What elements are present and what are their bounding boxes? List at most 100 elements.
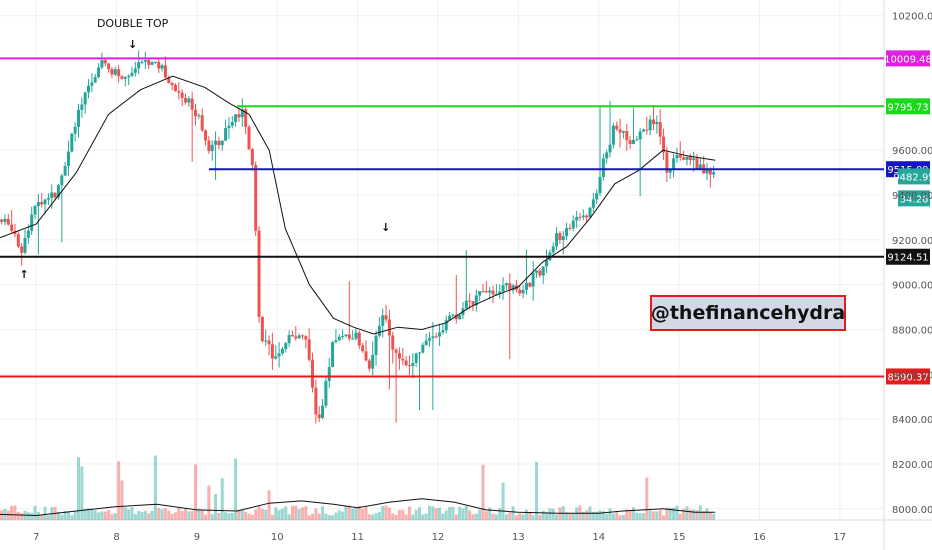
volume-bar [444, 510, 448, 520]
candle-body [361, 345, 365, 352]
x-tick-label: 8 [113, 532, 119, 543]
candle-body [334, 340, 338, 343]
candle-body [628, 140, 632, 145]
x-tick-label: 17 [833, 532, 846, 543]
volume-bar [501, 482, 505, 520]
candle-body [431, 336, 435, 339]
volume-bar [404, 514, 408, 520]
volume-bar [645, 477, 649, 520]
candle-body [204, 130, 208, 141]
volume-bar [140, 511, 144, 520]
volume-bar [428, 505, 432, 520]
candle-body [565, 228, 569, 237]
level-badge [886, 50, 930, 67]
volume-bar [197, 508, 201, 520]
volume-bar [80, 466, 84, 520]
volume-bar [314, 508, 318, 520]
volume-bar [204, 514, 208, 520]
volume-bar [247, 513, 251, 520]
candle-body [83, 92, 87, 105]
candle-body [434, 336, 438, 338]
volume-bar [157, 507, 161, 520]
candle-body [60, 175, 64, 186]
volume-bar [441, 513, 445, 520]
volume-bar [545, 512, 549, 520]
candle-body [314, 387, 318, 415]
candle-body [641, 129, 645, 132]
candle-body [177, 91, 181, 93]
volume-bar [578, 505, 582, 520]
volume-bar [274, 507, 278, 520]
volume-bar [461, 508, 465, 520]
candle-body [672, 158, 676, 170]
candle-body [545, 260, 549, 267]
volume-bar [434, 508, 438, 520]
volume-bar [351, 508, 355, 520]
candle-body [551, 246, 555, 253]
candle-body [270, 344, 274, 359]
candle-body [438, 332, 442, 337]
volume-bar [341, 511, 345, 520]
candle-body [521, 289, 525, 294]
volume-bar [300, 507, 304, 520]
candle-body [130, 72, 134, 76]
candle-body [665, 152, 669, 173]
volume-bar [381, 506, 385, 520]
candle-body [87, 85, 91, 93]
candle-body [16, 234, 20, 247]
candle-body [153, 61, 157, 63]
candle-body [137, 62, 141, 69]
candle-body [688, 156, 692, 161]
volume-bar [688, 509, 692, 520]
candle-body [344, 334, 348, 337]
candle-body [585, 215, 589, 218]
candle-body [70, 133, 74, 152]
volume-bar [615, 512, 619, 520]
price-badge [898, 190, 930, 207]
candle-body [367, 360, 371, 369]
volume-bar [625, 509, 629, 520]
candle-body [240, 109, 244, 118]
y-tick-label: 8800.00 [892, 325, 932, 336]
candle-body [0, 219, 4, 222]
candle-body [591, 199, 595, 208]
candle-body [618, 129, 622, 133]
candle-body [621, 130, 625, 133]
candle-body [541, 266, 545, 276]
volume-bar [290, 505, 294, 520]
candle-body [571, 220, 575, 229]
arrow-down-icon: ↓ [381, 221, 390, 234]
candle-body [371, 354, 375, 369]
volume-bar [40, 515, 44, 520]
volume-bar [484, 511, 488, 520]
candle-body [294, 336, 298, 339]
volume-bar [387, 507, 391, 520]
candle-body [76, 109, 80, 127]
candle-body [50, 192, 54, 198]
candle-body [230, 121, 234, 126]
candle-body [10, 224, 14, 231]
volume-bar [194, 464, 198, 520]
candle-body [411, 363, 415, 367]
volume-bar [0, 510, 4, 520]
candle-body [488, 290, 492, 293]
volume-bar [113, 513, 117, 520]
volume-bar [608, 508, 612, 520]
candle-body [66, 151, 70, 166]
volume-bar [541, 510, 545, 520]
volume-bar [638, 513, 642, 520]
volume-bar [60, 514, 64, 520]
volume-bar [431, 506, 435, 520]
candle-body [324, 381, 328, 406]
candle-body [605, 152, 609, 159]
volume-bar [354, 506, 358, 520]
candle-body [635, 139, 639, 141]
candle-body [257, 230, 261, 317]
y-tick-label: 9200.00 [892, 236, 932, 247]
candle-body [655, 122, 659, 125]
volume-bar [257, 506, 261, 520]
candle-body [698, 164, 702, 170]
volume-bar [347, 505, 351, 520]
volume-bar [83, 508, 87, 520]
